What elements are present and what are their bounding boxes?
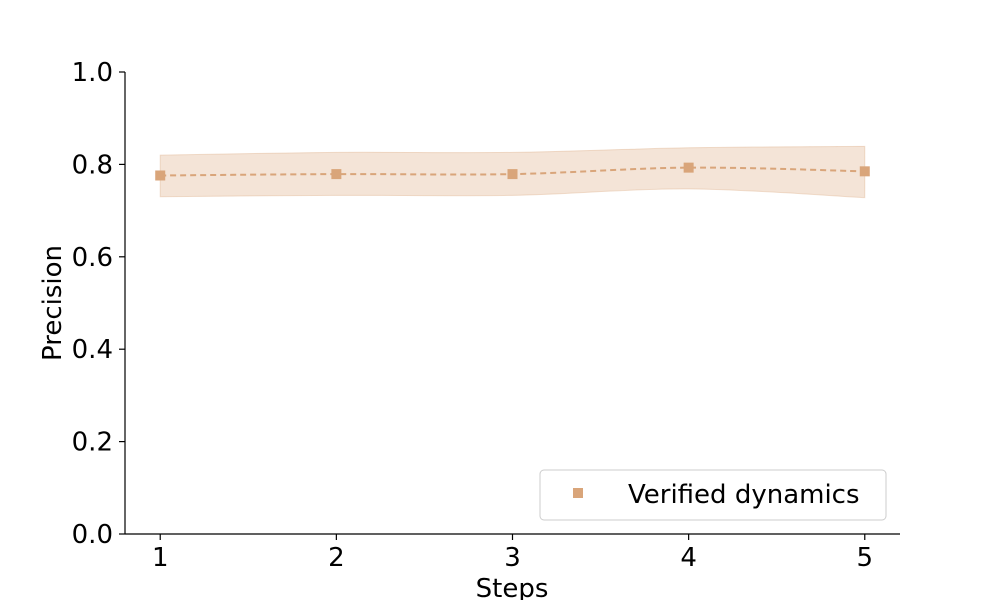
- data-point-marker: [859, 166, 870, 177]
- data-point-marker: [683, 162, 694, 173]
- legend: Verified dynamics: [539, 469, 887, 521]
- data-point-marker: [155, 170, 166, 181]
- y-axis-label: Precision: [38, 245, 68, 361]
- x-axis-ticks: 1 2 3 4 5: [152, 534, 873, 573]
- y-tick-label: 0.6: [72, 243, 113, 273]
- legend-marker-square: [573, 488, 583, 498]
- y-tick-label: 0.8: [72, 150, 113, 180]
- x-axis-label: Steps: [476, 574, 549, 600]
- data-point-marker: [331, 169, 342, 180]
- y-tick-label: 0.2: [72, 428, 113, 458]
- x-tick-label: 3: [504, 543, 521, 573]
- y-tick-label: 0.4: [72, 335, 113, 365]
- legend-box: [539, 469, 887, 521]
- x-tick-label: 2: [328, 543, 345, 573]
- y-tick-label: 1.0: [72, 58, 113, 88]
- series-marker-layer: [155, 162, 870, 181]
- y-tick-label: 0.0: [72, 520, 113, 550]
- data-point-marker: [507, 169, 518, 180]
- y-axis-ticks: 0.0 0.2 0.4 0.6 0.8 1.0: [72, 58, 125, 550]
- x-tick-label: 4: [680, 543, 697, 573]
- legend-label: Verified dynamics: [628, 480, 860, 510]
- x-tick-label: 5: [856, 543, 873, 573]
- x-tick-label: 1: [152, 543, 169, 573]
